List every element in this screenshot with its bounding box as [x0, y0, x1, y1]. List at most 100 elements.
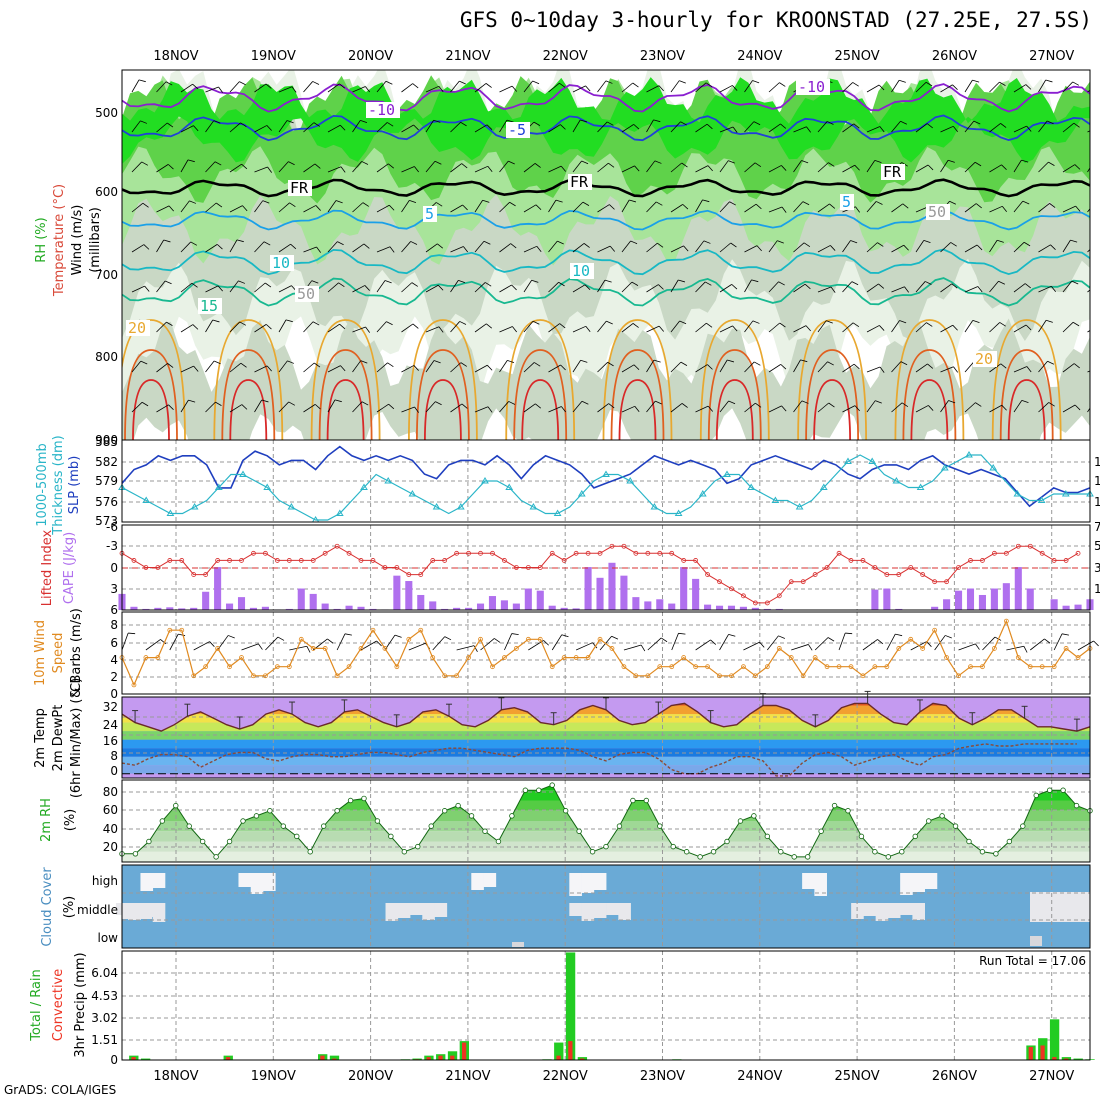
wind-barb-flag [286, 120, 294, 124]
lifted-index-marker [274, 558, 280, 563]
lifted-index-marker [155, 565, 161, 570]
rh-marker [132, 851, 139, 857]
wind-barb [842, 281, 853, 293]
wind-barb-flag [140, 120, 148, 124]
lifted-index-marker [525, 565, 531, 570]
wind-barb-flag [340, 166, 346, 173]
wind-barb-flag [486, 323, 493, 329]
wind-barb-flag [728, 634, 736, 637]
rh-marker [415, 843, 421, 850]
wind-barb [1038, 320, 1047, 333]
wind-barb-flag [1001, 404, 1007, 411]
high-cloud-block [924, 873, 938, 889]
precip-convective-bar [556, 1055, 561, 1060]
wind-barb [499, 119, 508, 133]
wind-barb [131, 285, 145, 293]
wind-barb-flag [507, 360, 515, 364]
lifted-index-marker [537, 565, 543, 570]
thickness-marker [432, 503, 441, 510]
lifted-index-marker [478, 550, 483, 556]
wind-barb-flag [803, 242, 811, 248]
wind-barb [504, 633, 513, 651]
high-cloud-block [238, 873, 252, 887]
rh-marker [536, 787, 542, 793]
y-tick-label: 900 [95, 433, 118, 447]
contour-label-bg [126, 320, 150, 336]
wind-barb [499, 243, 511, 253]
y-axis-title: 2m DewPt [51, 705, 66, 772]
cape-bar [130, 606, 138, 610]
wind-barb [940, 366, 954, 373]
wind-barb-flag [928, 405, 934, 411]
wind-barb-flag [1072, 321, 1080, 327]
date-label-top: 22NOV [543, 49, 588, 64]
wind-barb [205, 401, 216, 413]
y-tick-label: 573 [95, 514, 118, 528]
wind-barb-flag [213, 360, 221, 365]
wind-barb-flag [386, 321, 393, 326]
rh-marker [1033, 792, 1039, 799]
wind-barb-flag [952, 324, 958, 331]
thickness-marker [142, 496, 151, 503]
rh-marker [173, 802, 179, 809]
cape-bar [704, 604, 712, 610]
wind-barb [425, 326, 440, 333]
wind-barb [572, 243, 585, 253]
wind-barb [866, 84, 880, 93]
wind-barb-flag [781, 405, 787, 412]
y-tick-label: 500 [95, 106, 118, 120]
wind-barb-flag [485, 282, 492, 287]
rh-marker [482, 828, 488, 834]
wind-barb [254, 125, 268, 133]
wind-barb-flag [361, 401, 369, 406]
wind-speed-marker [705, 664, 710, 670]
wind-barb-flag [633, 124, 640, 130]
wind-barb-flag [1073, 363, 1080, 369]
y-tick-label: 0 [110, 687, 118, 701]
wind-barb-flag [727, 359, 735, 363]
wind-barb [180, 83, 193, 93]
cape-bar [417, 594, 425, 610]
wind-barb [548, 240, 558, 253]
wind-speed-marker [382, 646, 388, 651]
wind-barb [744, 279, 752, 293]
lifted-index-marker [490, 550, 495, 556]
wind-barb-flag [755, 402, 762, 408]
warm-isotherm-arch [122, 319, 186, 440]
wind-barb-flag [1071, 280, 1079, 285]
wind-barb-flag [436, 202, 443, 207]
wind-speed-marker [239, 655, 244, 660]
wind-barb-flag [853, 123, 860, 129]
wind-barb-flag [435, 401, 442, 406]
wind-barb [156, 280, 166, 293]
contour-label: 50 [297, 285, 315, 303]
contour-label: 20 [975, 350, 993, 368]
thickness-marker [892, 477, 901, 484]
thickness-marker [965, 451, 973, 458]
cape-bar [966, 588, 975, 610]
rh-marker [401, 849, 408, 855]
wind-barb [862, 639, 878, 651]
rh-marker [845, 808, 851, 814]
panel-frame [121, 696, 1091, 779]
wind-barb [303, 81, 313, 93]
rh-shade-bright [122, 77, 1090, 164]
wind-speed-marker [633, 673, 639, 679]
rh-marker [737, 818, 744, 824]
mid-cloud-block [397, 903, 411, 918]
lifted-index-marker [800, 579, 806, 585]
wind-barb-flag [1021, 400, 1029, 404]
panel-background [122, 612, 1090, 694]
wind-barb [278, 285, 292, 293]
wind-barb-flag [160, 639, 167, 645]
wind-barb [376, 163, 389, 173]
cape-bar [715, 605, 724, 610]
wind-barb-flag [277, 636, 285, 641]
rh-panel: 80 60 40 20 [103, 779, 1093, 863]
wind-speed-marker [442, 673, 448, 679]
wind-barb [989, 281, 999, 293]
wind-speed-marker [585, 655, 591, 660]
cape-bar [429, 601, 437, 610]
wind-barb [352, 161, 362, 173]
wind-barb-flag [678, 279, 686, 283]
